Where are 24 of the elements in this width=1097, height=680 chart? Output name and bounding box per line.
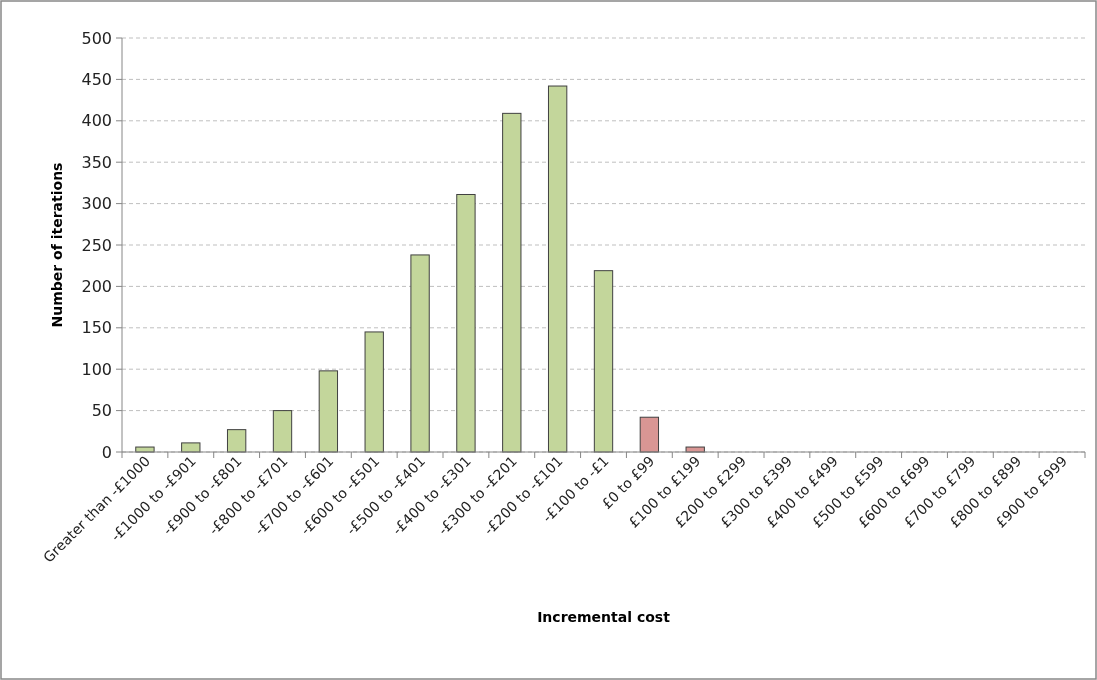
bar	[639, 416, 660, 453]
y-tick-label: 50	[91, 401, 112, 421]
y-tick-label: 200	[81, 277, 112, 296]
bar	[364, 331, 384, 453]
bar	[456, 193, 476, 453]
bar	[502, 112, 522, 453]
y-tick-label: 250	[81, 235, 112, 255]
y-tick-label: 100	[81, 359, 112, 379]
bar	[272, 410, 293, 453]
y-tick-label: 300	[81, 194, 112, 214]
y-tick-label: 450	[81, 70, 112, 89]
y-tick-label: 350	[81, 152, 112, 172]
bar	[593, 270, 614, 453]
y-tick-label: 150	[81, 318, 112, 338]
y-tick-label: 400	[81, 111, 112, 131]
bar	[547, 85, 568, 453]
bar	[181, 442, 201, 453]
y-axis-title: Number of iterations	[49, 162, 65, 328]
y-tick-label: 0	[101, 442, 112, 462]
bar	[318, 370, 339, 453]
bar	[410, 254, 430, 453]
bar	[226, 429, 247, 453]
y-tick-label: 500	[81, 28, 112, 48]
x-axis-title: Incremental cost	[537, 609, 671, 625]
